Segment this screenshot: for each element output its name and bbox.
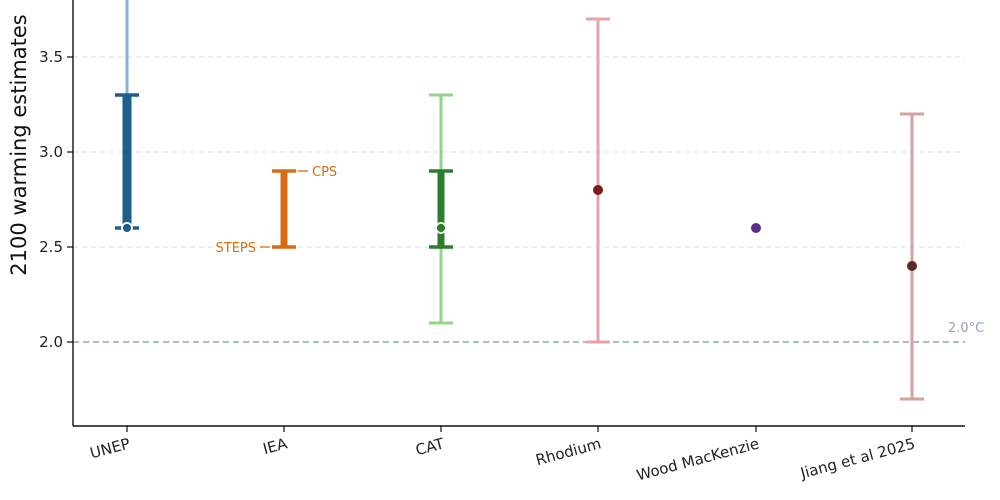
reference-line-group: 2.0°C	[73, 321, 984, 343]
data-marks	[115, 0, 924, 401]
x-tick-label: UNEP	[88, 434, 132, 462]
unep-point-overlay	[121, 222, 133, 234]
y-tick-label: 2.5	[39, 238, 63, 256]
y-ticks: 2.0 2.5 3.0 3.5	[39, 48, 73, 351]
x-ticks: UNEP IEA CAT Rhodium Wood MacKenzie Jiang et …	[88, 426, 917, 484]
y-tick-label: 3.0	[39, 143, 63, 161]
annotations: CPS STEPS	[216, 165, 338, 256]
rhodium-point	[593, 185, 603, 195]
x-tick-label: Wood MacKenzie	[635, 434, 761, 484]
x-tick-label: Rhodium	[534, 434, 603, 469]
wood-mackenzie-point	[751, 223, 761, 233]
y-axis-label: 2100 warming estimates	[7, 14, 31, 275]
x-tick-label: CAT	[414, 434, 447, 459]
jiang-et-al-2025-point	[907, 261, 917, 271]
axes	[72, 0, 965, 427]
y-tick-label: 3.5	[39, 48, 63, 66]
x-tick-label: IEA	[261, 434, 290, 458]
annotation-steps: STEPS	[216, 241, 257, 256]
cat-inner-range-point	[435, 222, 447, 234]
reference-line-label: 2.0°C	[948, 321, 984, 336]
x-tick-label: Jiang et al 2025	[798, 434, 917, 482]
grid-lines	[73, 56, 965, 248]
annotation-cps: CPS	[312, 165, 337, 180]
y-tick-label: 2.0	[39, 333, 63, 351]
